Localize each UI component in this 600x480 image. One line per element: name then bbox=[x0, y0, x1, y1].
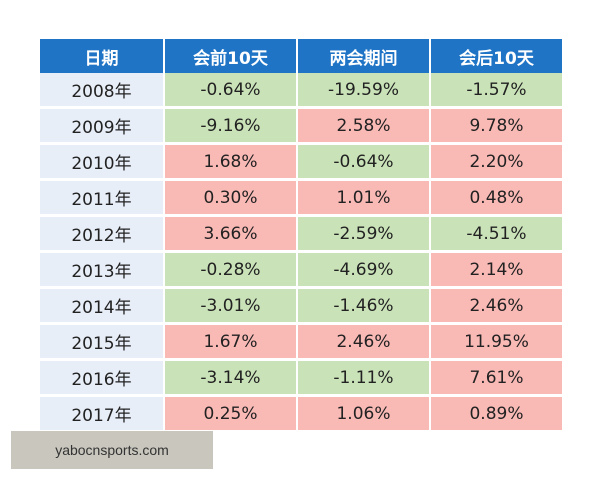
pre-10-days-cell: 0.30% bbox=[165, 181, 298, 217]
pre-10-days-cell: 1.68% bbox=[165, 145, 298, 181]
pre-10-days-cell: -9.16% bbox=[165, 109, 298, 145]
pre-10-days-cell: 3.66% bbox=[165, 217, 298, 253]
header-date: 日期 bbox=[40, 39, 165, 73]
year-cell: 2010年 bbox=[40, 145, 165, 181]
header-pre-10-days: 会前10天 bbox=[165, 39, 298, 73]
header-during-sessions: 两会期间 bbox=[298, 39, 431, 73]
returns-table: 日期 会前10天 两会期间 会后10天 2008年 -0.64% -19.59% -1… bbox=[40, 39, 562, 433]
year-cell: 2011年 bbox=[40, 181, 165, 217]
pre-10-days-cell: 0.25% bbox=[165, 397, 298, 433]
table-row: 2015年 1.67% 2.46% 11.95% bbox=[40, 325, 562, 361]
post-10-days-cell: 2.14% bbox=[431, 253, 562, 289]
table-body: 2008年 -0.64% -19.59% -1.57% 2009年 -9.16% 2.58%… bbox=[40, 73, 562, 433]
pre-10-days-cell: 1.67% bbox=[165, 325, 298, 361]
watermark: yabocnsports.com bbox=[11, 431, 213, 469]
post-10-days-cell: 7.61% bbox=[431, 361, 562, 397]
year-cell: 2017年 bbox=[40, 397, 165, 433]
during-sessions-cell: -4.69% bbox=[298, 253, 431, 289]
table-row: 2016年 -3.14% -1.11% 7.61% bbox=[40, 361, 562, 397]
post-10-days-cell: -4.51% bbox=[431, 217, 562, 253]
post-10-days-cell: 2.46% bbox=[431, 289, 562, 325]
during-sessions-cell: -1.46% bbox=[298, 289, 431, 325]
during-sessions-cell: 1.06% bbox=[298, 397, 431, 433]
pre-10-days-cell: -0.64% bbox=[165, 73, 298, 109]
table-row: 2013年 -0.28% -4.69% 2.14% bbox=[40, 253, 562, 289]
year-cell: 2014年 bbox=[40, 289, 165, 325]
during-sessions-cell: -19.59% bbox=[298, 73, 431, 109]
post-10-days-cell: -1.57% bbox=[431, 73, 562, 109]
year-cell: 2009年 bbox=[40, 109, 165, 145]
table-row: 2009年 -9.16% 2.58% 9.78% bbox=[40, 109, 562, 145]
pre-10-days-cell: -3.01% bbox=[165, 289, 298, 325]
year-cell: 2012年 bbox=[40, 217, 165, 253]
table-row: 2014年 -3.01% -1.46% 2.46% bbox=[40, 289, 562, 325]
year-cell: 2013年 bbox=[40, 253, 165, 289]
post-10-days-cell: 2.20% bbox=[431, 145, 562, 181]
post-10-days-cell: 9.78% bbox=[431, 109, 562, 145]
year-cell: 2008年 bbox=[40, 73, 165, 109]
during-sessions-cell: -1.11% bbox=[298, 361, 431, 397]
table-row: 2011年 0.30% 1.01% 0.48% bbox=[40, 181, 562, 217]
table-row: 2010年 1.68% -0.64% 2.20% bbox=[40, 145, 562, 181]
post-10-days-cell: 0.89% bbox=[431, 397, 562, 433]
table-row: 2012年 3.66% -2.59% -4.51% bbox=[40, 217, 562, 253]
during-sessions-cell: -0.64% bbox=[298, 145, 431, 181]
table-row: 2008年 -0.64% -19.59% -1.57% bbox=[40, 73, 562, 109]
header-row: 日期 会前10天 两会期间 会后10天 bbox=[40, 39, 562, 73]
pre-10-days-cell: -3.14% bbox=[165, 361, 298, 397]
header-post-10-days: 会后10天 bbox=[431, 39, 562, 73]
during-sessions-cell: -2.59% bbox=[298, 217, 431, 253]
during-sessions-cell: 2.58% bbox=[298, 109, 431, 145]
pre-10-days-cell: -0.28% bbox=[165, 253, 298, 289]
during-sessions-cell: 2.46% bbox=[298, 325, 431, 361]
post-10-days-cell: 0.48% bbox=[431, 181, 562, 217]
year-cell: 2015年 bbox=[40, 325, 165, 361]
post-10-days-cell: 11.95% bbox=[431, 325, 562, 361]
year-cell: 2016年 bbox=[40, 361, 165, 397]
table-row: 2017年 0.25% 1.06% 0.89% bbox=[40, 397, 562, 433]
during-sessions-cell: 1.01% bbox=[298, 181, 431, 217]
